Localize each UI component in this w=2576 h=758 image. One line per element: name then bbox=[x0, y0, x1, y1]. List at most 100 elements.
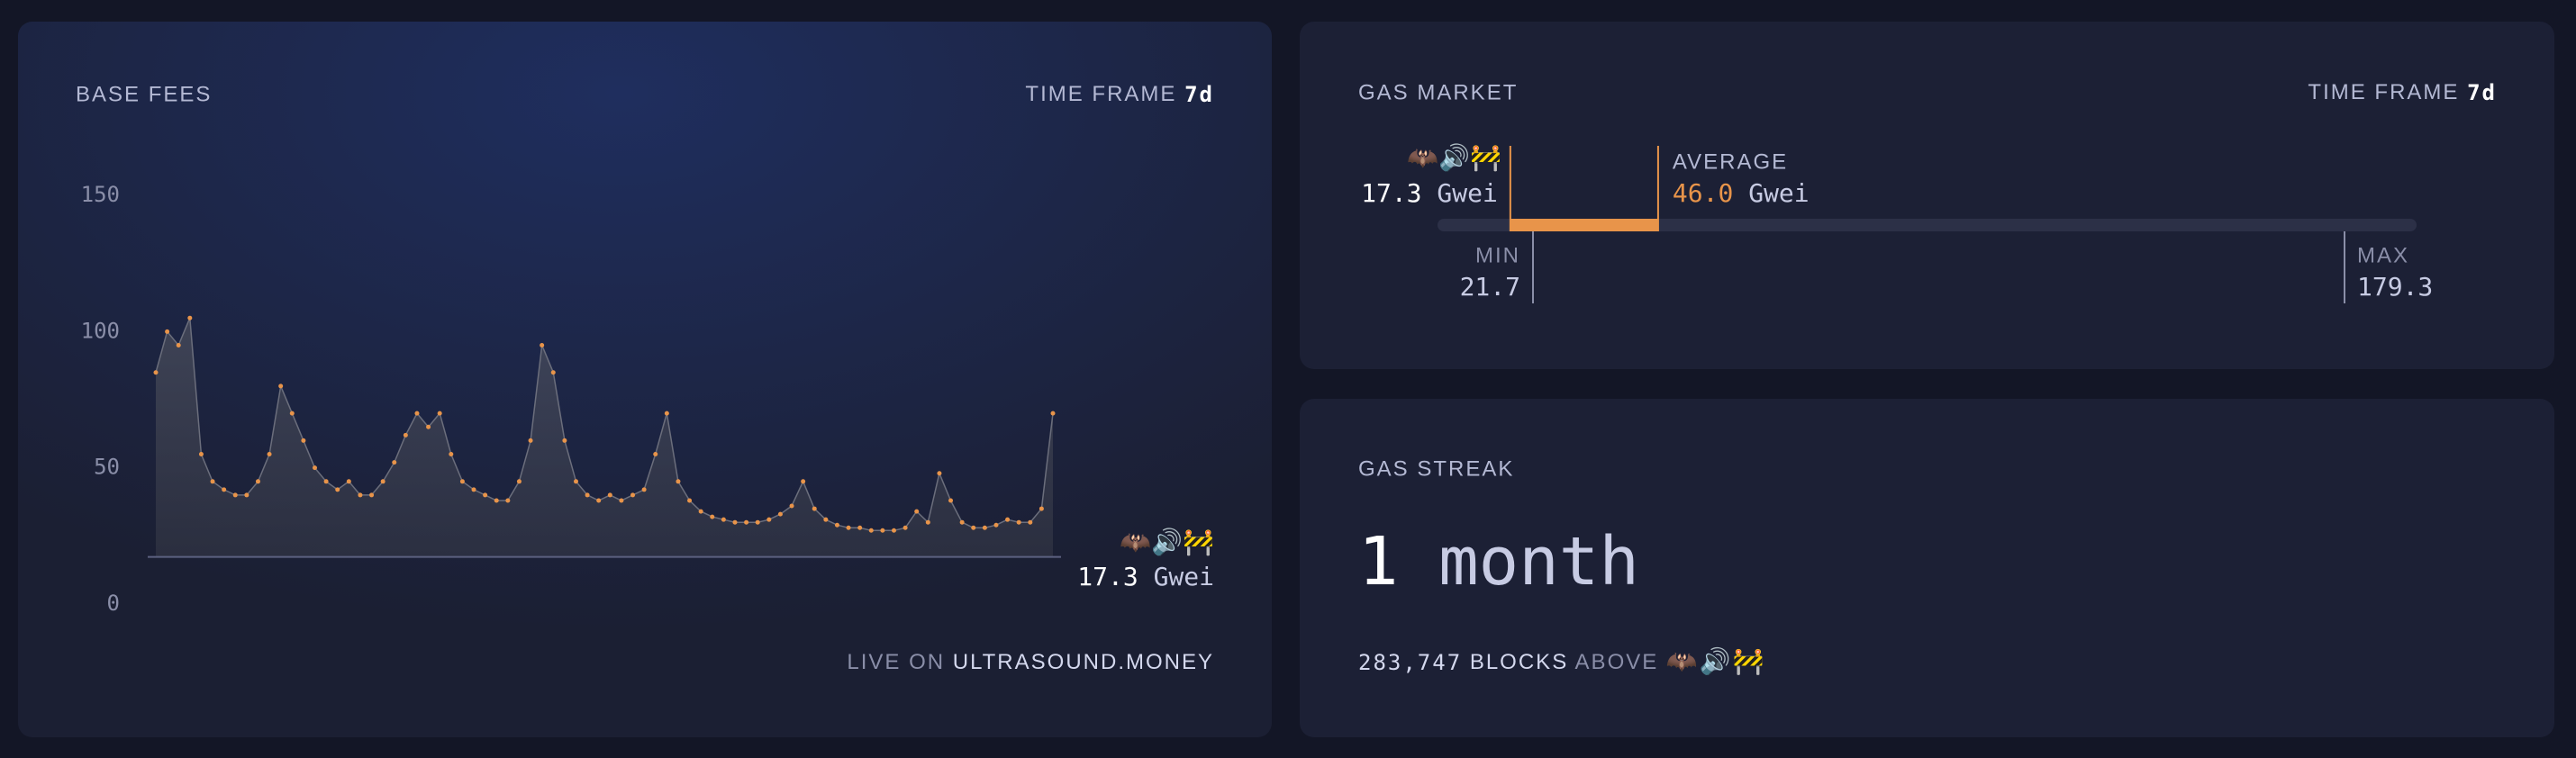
data-point bbox=[755, 519, 760, 525]
current-to-average bbox=[1510, 219, 1658, 231]
y-tick-label: 0 bbox=[107, 591, 120, 616]
data-point bbox=[664, 411, 669, 416]
unit: Gwei bbox=[1437, 178, 1497, 208]
current-icon: 🦇🔊🚧 bbox=[1407, 141, 1501, 172]
data-point bbox=[1039, 506, 1044, 511]
data-point bbox=[925, 519, 930, 525]
data-point bbox=[403, 432, 408, 438]
data-point bbox=[369, 492, 375, 498]
range-track bbox=[1438, 219, 2417, 231]
data-point bbox=[414, 411, 420, 416]
current-fee: 17.3 Gwei bbox=[1077, 562, 1214, 591]
base-fees-panel bbox=[18, 22, 1272, 737]
data-point bbox=[494, 498, 499, 503]
data-point bbox=[607, 492, 612, 498]
data-point bbox=[959, 519, 965, 525]
data-point bbox=[676, 479, 681, 484]
data-point bbox=[710, 514, 715, 519]
time-frame: TIME FRAME 7d bbox=[1025, 82, 1214, 107]
data-point bbox=[766, 517, 772, 522]
data-point bbox=[346, 479, 351, 484]
y-tick-label: 150 bbox=[81, 182, 120, 207]
blocks-count: 283,747 bbox=[1358, 650, 1462, 675]
data-point bbox=[278, 384, 284, 389]
unit: Gwei bbox=[1154, 562, 1214, 591]
data-point bbox=[323, 479, 329, 484]
streak-unit: month bbox=[1438, 523, 1639, 600]
data-point bbox=[244, 492, 249, 498]
min-value: 21.7 bbox=[1460, 272, 1520, 302]
data-point bbox=[528, 438, 533, 443]
data-point bbox=[176, 342, 181, 347]
time-frame-value: 7d bbox=[1184, 82, 1214, 107]
average-fee: 46.0 Gwei bbox=[1673, 178, 1810, 208]
min-label: MIN bbox=[1475, 243, 1520, 267]
data-point bbox=[982, 525, 987, 530]
data-point bbox=[812, 506, 817, 511]
footer-site[interactable]: ULTRASOUND.MONEY bbox=[953, 650, 1214, 674]
time-frame-label: TIME FRAME bbox=[2308, 80, 2459, 104]
data-point bbox=[550, 370, 556, 375]
data-point bbox=[289, 411, 295, 416]
current-value: 17.3 bbox=[1077, 562, 1138, 591]
data-point bbox=[392, 460, 397, 465]
blocks-above: 283,747 BLOCKS ABOVE 🦇🔊🚧 bbox=[1358, 645, 1766, 676]
data-point bbox=[573, 479, 578, 484]
data-point bbox=[948, 498, 954, 503]
data-point bbox=[721, 517, 726, 522]
data-point bbox=[562, 438, 567, 443]
data-point bbox=[880, 528, 885, 533]
data-point bbox=[789, 503, 794, 509]
data-point bbox=[1050, 411, 1056, 416]
data-point bbox=[255, 479, 260, 484]
data-point bbox=[380, 479, 385, 484]
max-label: MAX bbox=[2357, 243, 2409, 267]
data-point bbox=[1016, 519, 1021, 525]
data-point bbox=[868, 528, 874, 533]
data-point bbox=[585, 492, 590, 498]
data-point bbox=[516, 479, 522, 484]
data-point bbox=[630, 492, 636, 498]
y-tick-label: 100 bbox=[81, 318, 120, 343]
current-icon: 🦇🔊🚧 bbox=[1120, 526, 1214, 556]
data-point bbox=[165, 329, 170, 334]
data-point bbox=[937, 471, 942, 476]
data-point bbox=[301, 438, 306, 443]
data-point bbox=[198, 452, 204, 457]
data-point bbox=[1028, 519, 1033, 525]
gas-market-range: 🦇🔊🚧 17.3 Gwei AVERAGE 46.0 Gwei MIN 21.7 MAX 17… bbox=[1361, 141, 2433, 303]
time-frame-label: TIME FRAME bbox=[1025, 82, 1176, 106]
data-point bbox=[891, 528, 896, 533]
data-point bbox=[641, 487, 647, 492]
data-point bbox=[744, 519, 749, 525]
area bbox=[156, 318, 1053, 557]
streak: 1 month bbox=[1358, 523, 1639, 600]
data-point bbox=[335, 487, 340, 492]
panel-title: GAS MARKET bbox=[1358, 80, 1518, 104]
current-fee: 17.3 Gwei bbox=[1361, 178, 1498, 208]
data-point bbox=[358, 492, 363, 498]
data-point bbox=[437, 411, 442, 416]
data-point bbox=[801, 479, 806, 484]
max-value: 179.3 bbox=[2357, 272, 2433, 302]
icon: 🦇🔊🚧 bbox=[1666, 645, 1766, 676]
data-point bbox=[187, 315, 193, 320]
data-point bbox=[846, 525, 851, 530]
data-point bbox=[505, 498, 511, 503]
data-point bbox=[210, 479, 215, 484]
blocks-label: BLOCKS bbox=[1470, 650, 1568, 674]
data-point bbox=[653, 452, 658, 457]
streak-count: 1 bbox=[1358, 523, 1399, 600]
data-point bbox=[903, 525, 908, 530]
data-point bbox=[153, 370, 159, 375]
data-point bbox=[971, 525, 976, 530]
data-point bbox=[619, 498, 624, 503]
data-point bbox=[698, 509, 703, 514]
time-frame: TIME FRAME 7d bbox=[2308, 80, 2497, 105]
y-tick-label: 50 bbox=[94, 455, 120, 480]
above-label: ABOVE bbox=[1575, 650, 1659, 674]
data-point bbox=[823, 517, 829, 522]
gas-streak-panel bbox=[1300, 399, 2554, 737]
